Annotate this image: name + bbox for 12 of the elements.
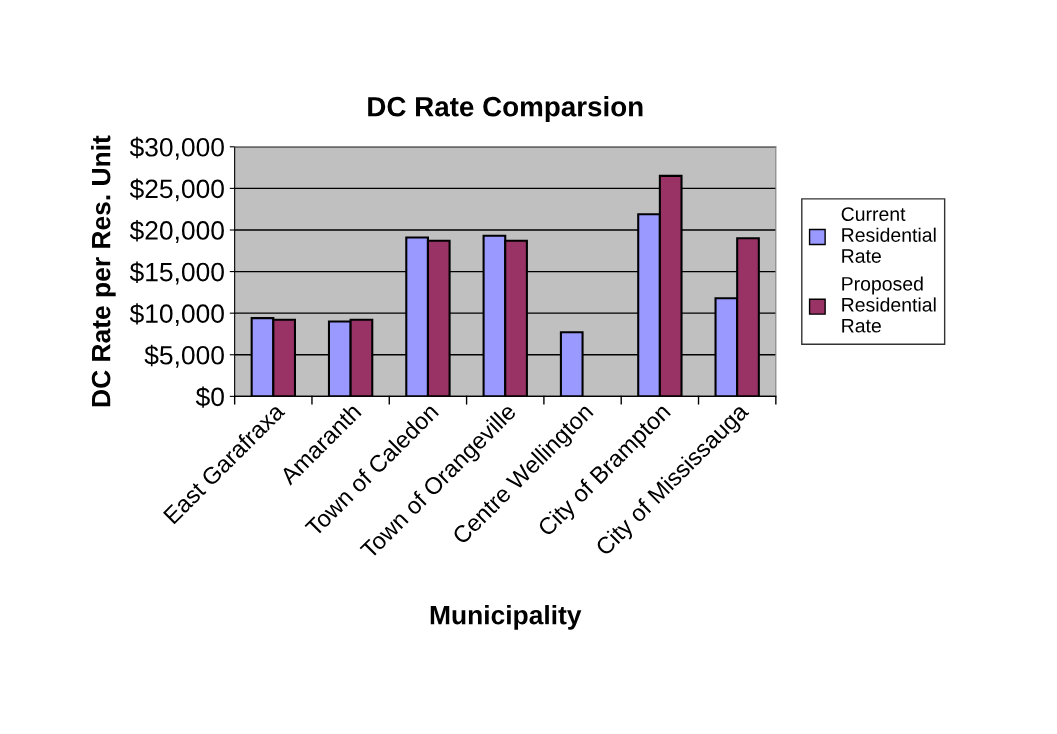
y-axis-title: DC Rate per Res. Unit [91,135,116,407]
legend-label: Current Residential Rate [841,207,936,263]
y-tick-label: $30,000 [129,136,224,160]
y-tick-label: $5,000 [144,344,224,368]
chart-title: DC Rate Comparsion [368,96,643,123]
x-axis-title: Municipality [430,605,582,630]
legend-label: Proposed Residential Rate [842,276,936,333]
y-tick-label: $0 [195,386,224,408]
y-tick-label: $25,000 [129,178,224,202]
y-tick-label: $20,000 [129,220,224,243]
y-tick-label: $15,000 [129,261,224,285]
y-tick-label: $10,000 [129,303,224,327]
